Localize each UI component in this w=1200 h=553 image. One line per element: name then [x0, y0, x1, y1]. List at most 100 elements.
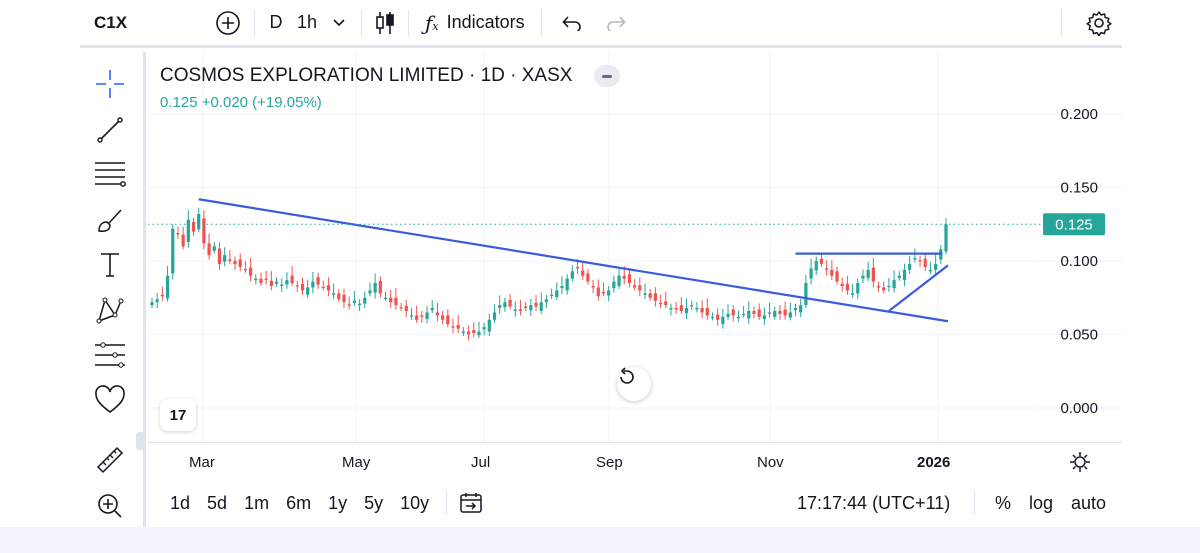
price-chart[interactable]: 0.200 0.150 0.100 0.050 0.000 0.125: [148, 52, 1122, 442]
fib-retracement-icon: [95, 162, 126, 187]
clock-timezone[interactable]: 17:17:44 (UTC+11): [797, 493, 951, 513]
time-label: Jul: [471, 454, 491, 471]
chart-pane[interactable]: 0.200 0.150 0.100 0.050 0.000 0.125 COSMOS EX…: [148, 52, 1122, 442]
candle-body: [633, 285, 637, 288]
candle-body: [383, 297, 388, 299]
candle-body: [238, 259, 242, 267]
compare-button[interactable]: [210, 0, 246, 47]
candle-body: [565, 278, 569, 291]
candle-body: [373, 283, 377, 293]
collapse-toolbar-handle[interactable]: [136, 432, 146, 450]
legend-collapse-button[interactable]: [594, 65, 620, 87]
candle-body: [819, 258, 824, 264]
candle-body: [332, 293, 336, 295]
range-5y[interactable]: 5y: [364, 492, 384, 513]
log-scale-toggle[interactable]: log: [1029, 493, 1054, 513]
candle-body: [783, 309, 787, 316]
zoom-tool[interactable]: [92, 488, 128, 524]
candle-body: [731, 309, 735, 316]
text-icon: [101, 253, 119, 277]
range-5d[interactable]: 5d: [207, 492, 228, 513]
zoom-in-icon: [98, 494, 122, 518]
range-10y[interactable]: 10y: [400, 492, 430, 513]
reset-chart-button[interactable]: [617, 367, 651, 401]
candle-body: [378, 280, 382, 294]
candle-body: [549, 294, 554, 297]
legend-values: 0.125 +0.020 (+19.05%): [160, 94, 322, 111]
text-tool[interactable]: [92, 247, 128, 283]
candle-body: [150, 302, 154, 306]
undo-button[interactable]: [550, 0, 594, 47]
candle-body: [892, 280, 896, 289]
percent-scale-toggle[interactable]: %: [995, 493, 1012, 513]
interval-type[interactable]: D: [269, 12, 283, 32]
candle-body: [591, 285, 595, 288]
candle-body: [695, 308, 699, 310]
indicators-button[interactable]: ƒx Indicators: [417, 0, 533, 47]
range-1m[interactable]: 1m: [244, 492, 270, 513]
trendline-tool[interactable]: [92, 112, 128, 148]
measure-tool[interactable]: [92, 442, 128, 478]
top-toolbar: C1X D 1h ƒx Indicators: [80, 0, 1122, 48]
settings-button[interactable]: [1086, 10, 1112, 41]
axis-settings-button[interactable]: [1069, 451, 1091, 478]
candle-body: [404, 305, 408, 311]
candle-body: [461, 331, 465, 334]
price-tick-label: 0.100: [1060, 253, 1098, 270]
candle-body: [928, 269, 933, 272]
pattern-tool[interactable]: [92, 292, 128, 328]
undo-icon: [562, 15, 581, 31]
candle-body: [918, 260, 922, 262]
crosshair-icon: [96, 70, 124, 98]
range-6m[interactable]: 6m: [286, 492, 312, 513]
auto-scale-toggle[interactable]: auto: [1071, 493, 1107, 513]
forecast-tool[interactable]: [92, 337, 128, 373]
toolbar-divider: [254, 9, 255, 36]
candle-body: [700, 308, 704, 313]
candle-body: [337, 293, 341, 300]
fib-tool[interactable]: [92, 156, 128, 192]
candle-body: [778, 310, 782, 314]
trendline-descending: [198, 198, 949, 323]
chart-type-button[interactable]: [370, 0, 400, 47]
bottom-divider: [446, 491, 448, 515]
candle-body: [181, 234, 185, 247]
candle-body: [825, 268, 829, 270]
candle-body: [856, 283, 860, 294]
favorites-tool[interactable]: [92, 382, 128, 418]
last-price-label: 0.125: [1055, 216, 1093, 233]
crosshair-tool[interactable]: [92, 66, 128, 102]
candle-body: [487, 319, 491, 332]
redo-button[interactable]: [594, 0, 638, 47]
candle-body: [290, 275, 294, 284]
candle-body: [809, 268, 813, 279]
candle-body: [612, 281, 616, 289]
go-to-date-button[interactable]: [459, 492, 483, 514]
candle-body: [186, 219, 190, 242]
candle-body: [773, 310, 777, 317]
candle-body: [306, 287, 310, 295]
candle-body: [861, 275, 865, 279]
candle-body: [850, 293, 855, 295]
candle-body: [342, 294, 346, 303]
candle-body: [674, 308, 678, 310]
tradingview-logo[interactable]: 17: [160, 399, 196, 431]
toolbar-divider: [408, 9, 409, 36]
symbol-button[interactable]: C1X: [94, 12, 128, 32]
candle-body: [684, 308, 689, 314]
candle-body: [498, 305, 502, 309]
candle-body: [394, 297, 398, 306]
candle-body: [254, 278, 258, 281]
toolbar-divider: [1061, 9, 1062, 36]
candle-body: [207, 243, 211, 256]
candle-body: [664, 301, 668, 306]
range-1y[interactable]: 1y: [328, 492, 348, 513]
interval-dropdown[interactable]: [325, 0, 353, 47]
candle-body: [622, 275, 626, 279]
brush-tool[interactable]: [92, 202, 128, 238]
interval-button[interactable]: 1h: [296, 12, 318, 32]
range-1d[interactable]: 1d: [170, 492, 191, 513]
chevron-down-icon: [333, 18, 345, 26]
time-axis[interactable]: Mar May Jul Sep Nov 2026: [148, 442, 1122, 480]
candle-body: [596, 287, 600, 297]
